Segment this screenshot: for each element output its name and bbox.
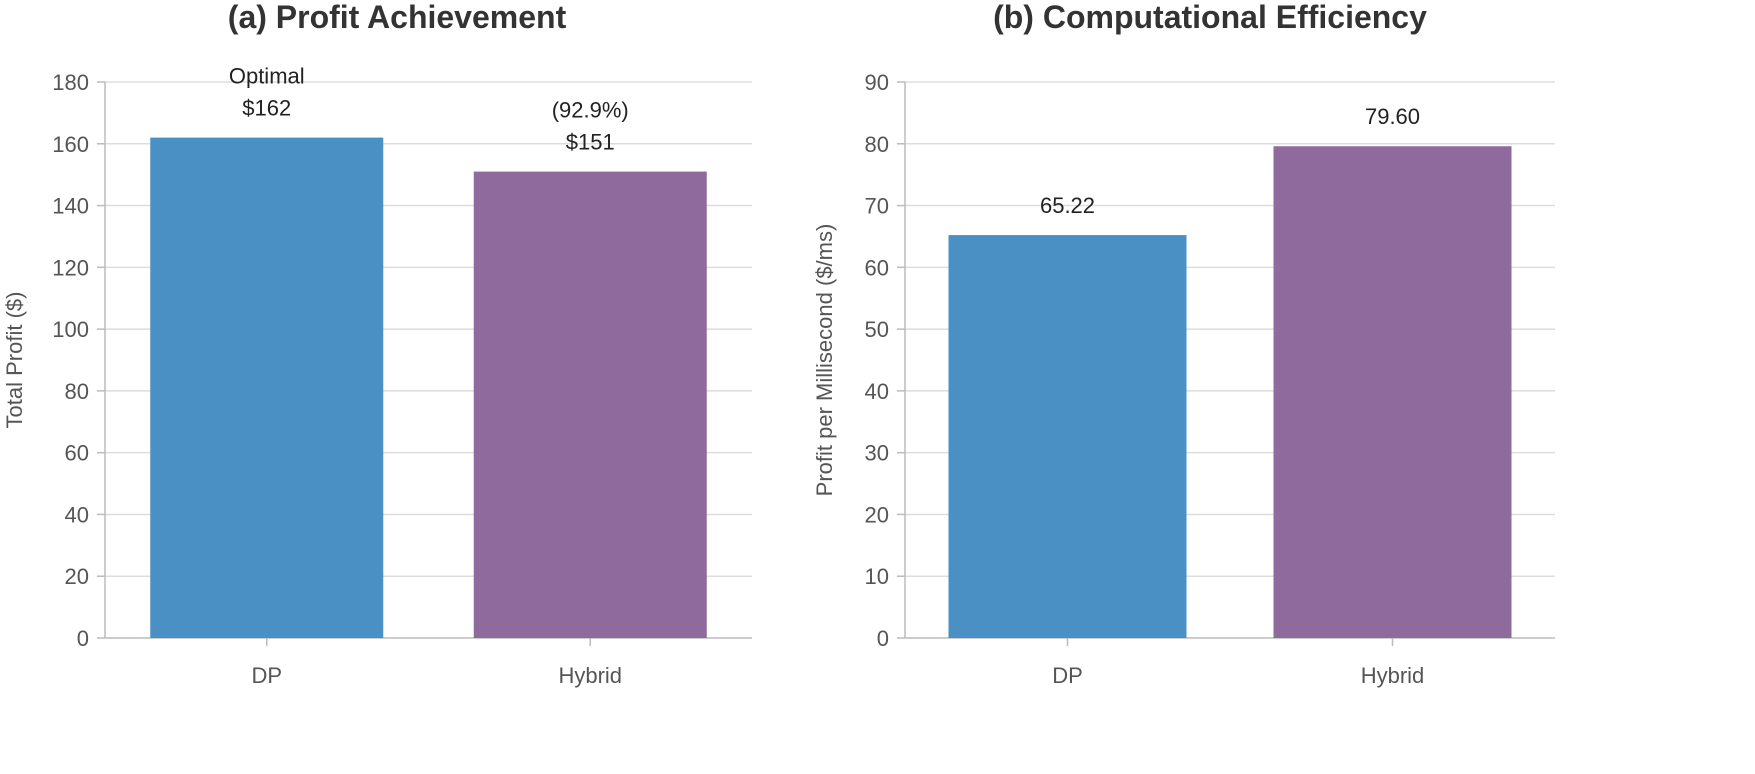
y-tick-label: 60 — [865, 255, 889, 280]
data-label: 79.60 — [1365, 104, 1420, 129]
y-tick-label: 80 — [65, 379, 89, 404]
y-tick-label: 60 — [65, 441, 89, 466]
y-tick-label: 0 — [877, 626, 889, 651]
y-tick-label: 10 — [865, 564, 889, 589]
y-tick-label: 20 — [65, 564, 89, 589]
y-tick-label: 50 — [865, 317, 889, 342]
data-label: $162 — [242, 96, 291, 121]
y-axis-label: Total Profit ($) — [2, 292, 27, 429]
y-tick-label: 30 — [865, 441, 889, 466]
bar-hybrid — [1273, 146, 1512, 638]
annotation-label: (92.9%) — [552, 98, 629, 123]
y-tick-label: 70 — [865, 194, 889, 219]
y-tick-label: 80 — [865, 132, 889, 157]
panel-computational-efficiency: (b) Computational Efficiency Profit per … — [812, 0, 1555, 688]
x-tick-label: DP — [251, 663, 282, 688]
data-label: 65.22 — [1040, 193, 1095, 218]
y-tick-label: 0 — [77, 626, 89, 651]
x-tick-label: Hybrid — [558, 663, 622, 688]
bar-dp — [150, 137, 384, 638]
y-tick-label: 20 — [865, 502, 889, 527]
chart-title: (a) Profit Achievement — [228, 0, 567, 35]
y-axis-label: Profit per Millisecond ($/ms) — [812, 224, 837, 497]
bar-dp — [948, 235, 1187, 638]
y-tick-label: 90 — [865, 70, 889, 95]
bar-hybrid — [473, 171, 707, 639]
y-tick-label: 40 — [865, 379, 889, 404]
data-label: $151 — [566, 130, 615, 155]
chart-title: (b) Computational Efficiency — [993, 0, 1427, 35]
y-tick-label: 100 — [52, 317, 89, 342]
y-tick-label: 120 — [52, 255, 89, 280]
x-tick-label: DP — [1052, 663, 1083, 688]
y-tick-label: 40 — [65, 502, 89, 527]
y-tick-label: 140 — [52, 194, 89, 219]
y-tick-label: 160 — [52, 132, 89, 157]
annotation-label: Optimal — [229, 64, 305, 89]
panel-profit-achievement: (a) Profit Achievement Total Profit ($) … — [2, 0, 752, 688]
y-tick-label: 180 — [52, 70, 89, 95]
x-tick-label: Hybrid — [1361, 663, 1425, 688]
